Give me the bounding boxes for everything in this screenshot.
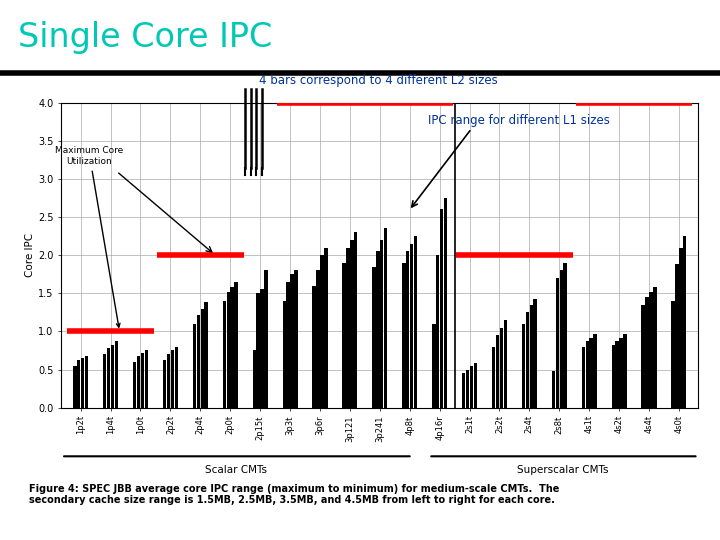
Bar bbox=[436, 255, 439, 408]
Bar bbox=[642, 305, 645, 408]
Bar bbox=[264, 271, 268, 408]
Bar bbox=[500, 328, 503, 408]
Bar bbox=[619, 338, 623, 408]
Bar bbox=[103, 354, 107, 408]
Bar bbox=[503, 320, 507, 408]
Bar bbox=[114, 341, 118, 408]
Bar bbox=[193, 324, 196, 408]
Text: Single Core IPC: Single Core IPC bbox=[18, 21, 272, 54]
Bar bbox=[496, 335, 499, 408]
Bar bbox=[312, 286, 316, 408]
Bar bbox=[256, 293, 260, 408]
Bar bbox=[492, 347, 495, 408]
Bar bbox=[346, 247, 350, 408]
Bar bbox=[354, 232, 357, 408]
Bar bbox=[324, 247, 328, 408]
Text: Superscalar CMTs: Superscalar CMTs bbox=[517, 465, 609, 476]
Bar bbox=[81, 358, 84, 408]
Bar bbox=[611, 345, 615, 408]
Text: IPC range for different L1 sizes: IPC range for different L1 sizes bbox=[428, 114, 611, 127]
Bar bbox=[469, 366, 473, 408]
Bar bbox=[384, 228, 387, 408]
Bar bbox=[320, 255, 323, 408]
Bar bbox=[167, 354, 170, 408]
Bar bbox=[204, 302, 208, 408]
Bar bbox=[444, 198, 447, 408]
Bar bbox=[197, 315, 200, 408]
Bar bbox=[474, 363, 477, 408]
Bar bbox=[649, 292, 653, 408]
Bar bbox=[137, 356, 140, 408]
Bar bbox=[376, 251, 379, 408]
Text: Figure 4: SPEC JBB average core IPC range (maximum to minimum) for medium-scale : Figure 4: SPEC JBB average core IPC rang… bbox=[29, 484, 559, 494]
Bar bbox=[593, 334, 597, 408]
Bar bbox=[585, 341, 589, 408]
Bar bbox=[402, 263, 405, 408]
Bar bbox=[77, 360, 81, 408]
Bar bbox=[675, 264, 679, 408]
Bar bbox=[590, 338, 593, 408]
Text: secondary cache size range is 1.5MB, 2.5MB, 3.5MB, and 4.5MB from left to right : secondary cache size range is 1.5MB, 2.5… bbox=[29, 495, 554, 505]
Bar bbox=[624, 334, 626, 408]
Bar bbox=[526, 312, 529, 408]
Bar bbox=[432, 324, 436, 408]
Bar bbox=[406, 251, 410, 408]
Text: Scalar CMTs: Scalar CMTs bbox=[205, 465, 267, 476]
Bar bbox=[222, 301, 226, 408]
Bar bbox=[282, 301, 286, 408]
Bar bbox=[133, 362, 136, 408]
Bar bbox=[342, 263, 346, 408]
Bar bbox=[466, 369, 469, 408]
Bar bbox=[111, 345, 114, 408]
Bar bbox=[174, 347, 178, 408]
Bar bbox=[73, 366, 76, 408]
Bar bbox=[462, 373, 465, 408]
Bar bbox=[372, 267, 376, 408]
Text: Maximum Core
Utilization: Maximum Core Utilization bbox=[55, 146, 124, 327]
Bar bbox=[683, 236, 686, 408]
Bar bbox=[616, 341, 619, 408]
Bar bbox=[163, 360, 166, 408]
Bar bbox=[201, 308, 204, 408]
Bar bbox=[552, 371, 555, 408]
Bar bbox=[556, 278, 559, 408]
Bar bbox=[227, 292, 230, 408]
Bar bbox=[440, 210, 444, 408]
Bar bbox=[522, 324, 526, 408]
Bar bbox=[253, 350, 256, 408]
Bar bbox=[559, 271, 563, 408]
Bar bbox=[261, 289, 264, 408]
Bar bbox=[380, 240, 384, 408]
Bar bbox=[290, 274, 294, 408]
Bar bbox=[410, 244, 413, 408]
Bar bbox=[582, 347, 585, 408]
Bar bbox=[145, 350, 148, 408]
Bar bbox=[672, 301, 675, 408]
Bar bbox=[107, 348, 110, 408]
Text: 4 bars correspond to 4 different L2 sizes: 4 bars correspond to 4 different L2 size… bbox=[259, 75, 498, 87]
Bar bbox=[645, 297, 649, 408]
Bar bbox=[316, 271, 320, 408]
Bar bbox=[564, 263, 567, 408]
Bar bbox=[530, 305, 533, 408]
Bar bbox=[653, 287, 657, 408]
Bar bbox=[287, 282, 290, 408]
Bar bbox=[350, 240, 354, 408]
Bar bbox=[534, 299, 537, 408]
Bar bbox=[85, 356, 88, 408]
Bar bbox=[230, 287, 234, 408]
Bar bbox=[294, 271, 297, 408]
Bar bbox=[171, 350, 174, 408]
Y-axis label: Core IPC: Core IPC bbox=[25, 233, 35, 277]
Bar bbox=[414, 236, 418, 408]
Bar bbox=[234, 282, 238, 408]
Bar bbox=[679, 247, 683, 408]
Bar bbox=[140, 353, 144, 408]
